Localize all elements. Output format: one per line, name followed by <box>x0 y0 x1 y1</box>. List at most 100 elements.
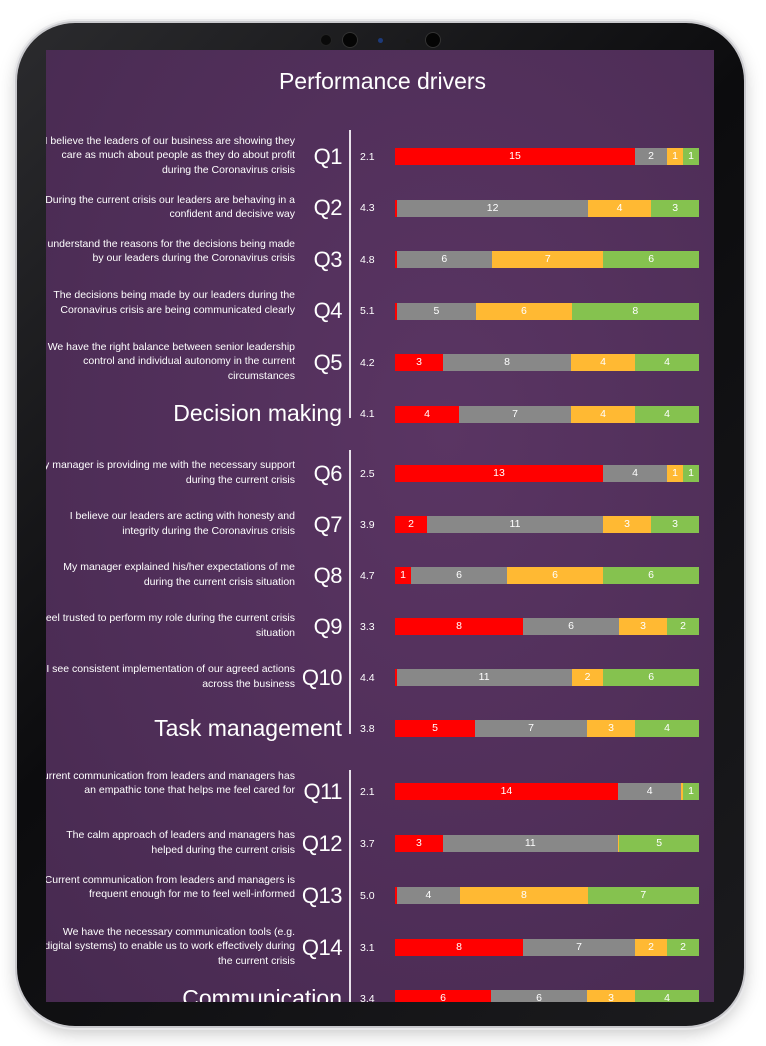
row-q2-segment-red <box>395 199 398 217</box>
row-q12-bar: 3 11 5 <box>395 835 699 852</box>
row-q11-segment-green-label: 1 <box>688 785 694 797</box>
row-q4-question-text: The decisions being made by our leaders … <box>53 289 295 316</box>
row-q13-segment-green-label: 7 <box>640 889 647 901</box>
row-q12-segment-red-label: 3 <box>415 837 422 849</box>
row-q8-segment-grey-label: 6 <box>456 569 462 581</box>
row-q2-segment-grey-label: 12 <box>486 201 499 214</box>
row-q5-bar: 3 8 4 4 <box>395 354 699 371</box>
row-q10-segment-red <box>395 669 397 686</box>
chart-title: Performance drivers <box>278 68 487 94</box>
row-q14-question-text: We have the necessary communication tool… <box>46 925 295 967</box>
row-q12-segment-amber <box>617 835 620 852</box>
row-q2-question-text: During the current crisis our leaders ar… <box>46 193 295 220</box>
row-q10-segment-grey: 11 <box>396 669 572 686</box>
row-q10-segment-amber-label: 2 <box>584 671 591 683</box>
row-q13-segment-green: 7 <box>587 887 699 904</box>
row-q8-segment-amber-label: 6 <box>552 569 558 581</box>
row-q13-segment-red <box>395 887 397 904</box>
row-q1-segment-green: 1 <box>683 148 699 165</box>
row-q9-question-text: I feel trusted to perform my role during… <box>46 612 295 639</box>
task-management-summary-bar: 5 7 3 4 <box>395 720 699 737</box>
row-q6-segment-amber-label: 1 <box>672 467 678 479</box>
task-management-summary-segment-green: 4 <box>635 720 699 737</box>
decision-making-summary-segment-grey-label: 7 <box>512 407 518 420</box>
row-q1-segment-amber-label: 1 <box>672 150 678 162</box>
front-camera <box>343 33 357 47</box>
row-q3-id: Q3 <box>313 246 343 272</box>
row-q12-question-text: The calm approach of leaders and manager… <box>66 829 295 856</box>
row-q11-score: 2.1 <box>360 785 375 798</box>
row-q10-question-text: I see consistent implementation of our a… <box>46 663 295 690</box>
row-q4-segment-green: 8 <box>571 302 699 320</box>
row-q10-score: 4.4 <box>360 671 375 684</box>
row-q1-segment-grey: 2 <box>635 148 667 165</box>
row-q7-question-text: I believe our leaders are acting with ho… <box>69 510 295 537</box>
task-management-summary-segment-amber: 3 <box>587 720 635 737</box>
row-q14-segment-red: 8 <box>395 939 523 956</box>
decision-making-summary-score: 4.1 <box>360 408 375 420</box>
task-management-divider <box>349 450 351 734</box>
row-q12-segment-green: 5 <box>619 835 699 852</box>
row-q6-segment-green: 1 <box>683 465 699 482</box>
row-q12-segment-grey-label: 11 <box>524 837 536 849</box>
row-q14-id: Q14 <box>301 934 343 960</box>
row-q9-segment-red-label: 8 <box>456 620 462 632</box>
row-q2-id: Q2 <box>313 195 343 220</box>
row-q9-segment-red: 8 <box>395 618 523 635</box>
row-q3-segment-green-label: 6 <box>648 253 655 265</box>
row-q2-segment-amber-label: 4 <box>616 201 623 214</box>
row-q11-id: Q11 <box>303 778 343 804</box>
row-q9-segment-amber: 3 <box>619 618 667 635</box>
row-q10-id: Q10 <box>301 664 343 690</box>
communication-summary-segment-red-label: 6 <box>440 992 446 1002</box>
row-q5-segment-amber: 4 <box>571 354 635 371</box>
light-sensor <box>426 33 440 47</box>
communication-summary-segment-amber: 3 <box>587 990 635 1002</box>
camera-indicator <box>378 38 383 43</box>
row-q11-segment-red-label: 14 <box>500 785 513 797</box>
decision-making-summary-segment-red-label: 4 <box>424 407 430 420</box>
decision-making-summary-segment-green: 4 <box>635 405 699 423</box>
row-q6-segment-red: 13 <box>395 465 603 482</box>
row-q14-segment-amber-label: 2 <box>648 941 654 953</box>
row-q3-bar: 6 7 6 <box>395 251 699 268</box>
row-q12-segment-grey: 11 <box>442 835 618 852</box>
row-q8-score: 4.7 <box>360 569 375 582</box>
row-q8-segment-grey: 6 <box>411 567 507 584</box>
row-q6-id: Q6 <box>313 460 343 486</box>
row-q6-bar: 13 4 1 1 <box>395 465 699 482</box>
row-q7-id: Q7 <box>313 511 343 537</box>
task-management-summary-score: 3.8 <box>360 722 375 735</box>
row-q4-segment-amber: 6 <box>476 302 572 320</box>
row-q7-segment-red: 2 <box>395 516 427 533</box>
row-q8-segment-amber: 6 <box>507 567 603 584</box>
row-q6-segment-green-label: 1 <box>688 467 694 479</box>
row-q7-segment-green-label: 3 <box>672 518 678 530</box>
row-q3-score: 4.8 <box>360 253 375 266</box>
decision-making-summary-segment-red: 4 <box>395 405 459 423</box>
row-q1-segment-amber: 1 <box>667 148 683 165</box>
row-q13-segment-grey: 4 <box>396 887 461 904</box>
row-q4-segment-green-label: 8 <box>632 304 639 317</box>
row-q7-segment-red-label: 2 <box>408 518 414 530</box>
row-q13-question-text: Current communication from leaders and m… <box>46 873 295 901</box>
row-q2-segment-amber: 4 <box>587 199 652 217</box>
row-q9-segment-green-label: 2 <box>680 620 686 632</box>
decision-making-section-title: Decision making <box>173 400 342 426</box>
row-q10-segment-green-label: 6 <box>648 671 655 683</box>
row-q14-segment-grey: 7 <box>523 939 635 956</box>
row-q5-question-text: We have the right balance between senior… <box>47 340 295 382</box>
communication-summary-segment-grey: 6 <box>491 990 587 1002</box>
row-q7-segment-amber-label: 3 <box>624 518 630 530</box>
row-q6-score: 2.5 <box>360 467 375 480</box>
decision-making-summary-segment-amber: 4 <box>571 405 635 423</box>
row-q13-segment-amber-label: 8 <box>520 889 527 901</box>
communication-summary-score: 3.4 <box>360 992 375 1003</box>
row-q1-segment-grey-label: 2 <box>648 150 654 162</box>
row-q7-segment-amber: 3 <box>603 516 651 533</box>
row-q2-score: 4.3 <box>360 202 375 214</box>
row-q1-score: 2.1 <box>360 150 375 163</box>
row-q11-segment-amber <box>681 783 684 800</box>
row-q9-id: Q9 <box>313 613 343 639</box>
row-q13-segment-grey-label: 4 <box>425 889 432 901</box>
